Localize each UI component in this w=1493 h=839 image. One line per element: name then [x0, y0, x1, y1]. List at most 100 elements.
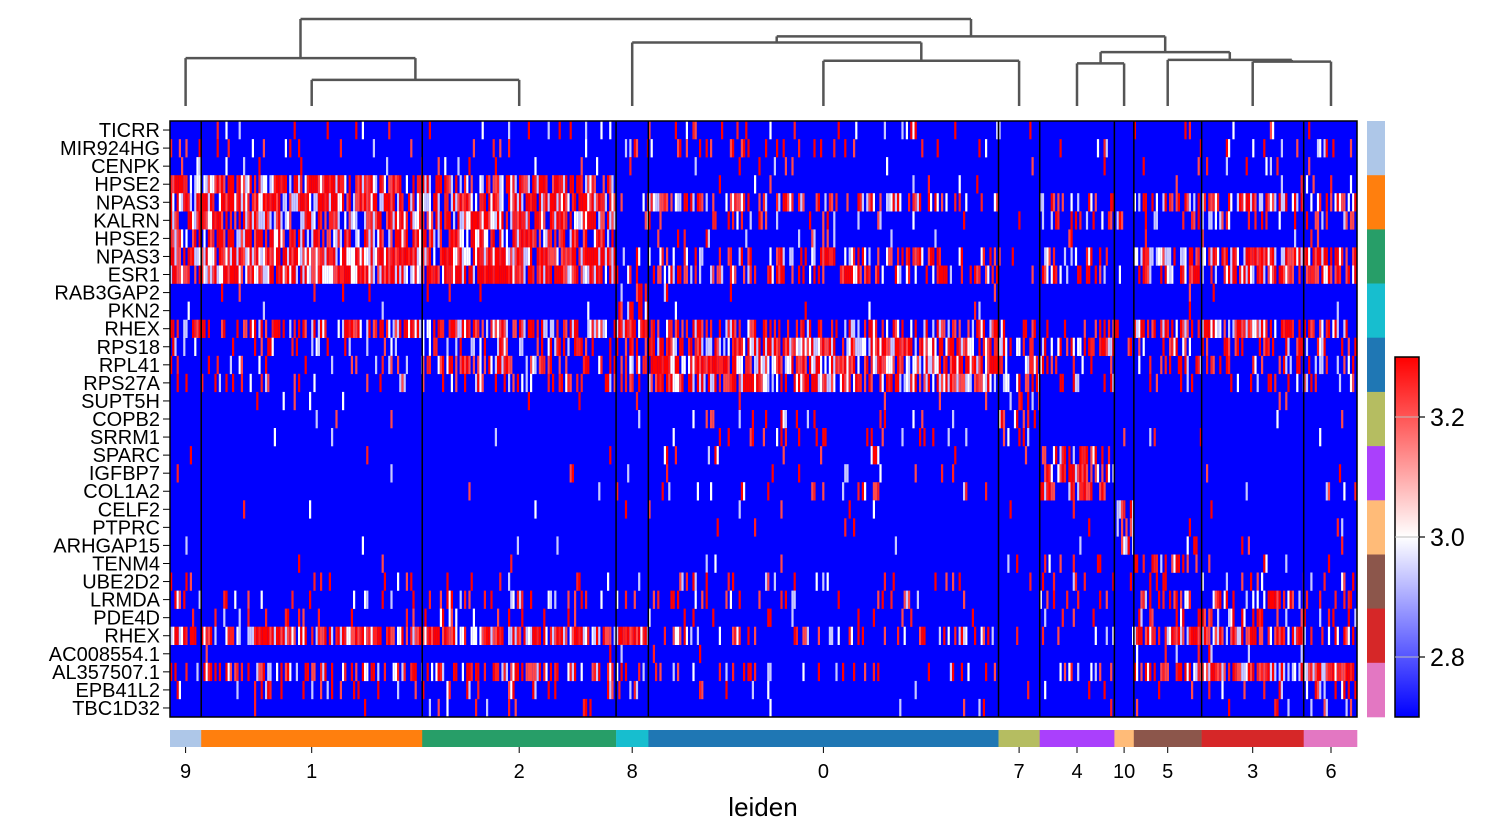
heatmap-cell — [510, 662, 513, 682]
heatmap-cell — [1044, 446, 1047, 465]
heatmap-cell — [337, 193, 340, 212]
heatmap-cell — [780, 355, 783, 375]
heatmap-cell — [1349, 698, 1353, 718]
heatmap-cell — [488, 175, 491, 194]
heatmap-cell — [844, 355, 847, 375]
heatmap-cell — [183, 319, 186, 338]
heatmap-cell — [194, 337, 197, 356]
heatmap-cell — [1319, 608, 1322, 627]
heatmap-cell — [1072, 373, 1075, 393]
heatmap-cell — [1280, 680, 1283, 700]
heatmap-cell — [699, 319, 702, 338]
heatmap-cell — [914, 355, 917, 375]
heatmap-cell — [1052, 193, 1056, 212]
heatmap-cell — [1228, 139, 1231, 158]
gene-label: CELF2 — [98, 499, 160, 521]
heatmap-cell — [394, 337, 397, 356]
heatmap-cell — [919, 373, 922, 393]
heatmap-cell — [525, 626, 528, 645]
heatmap-cell — [357, 247, 360, 266]
heatmap-cell — [366, 247, 369, 266]
heatmap-cell — [1247, 193, 1250, 212]
heatmap-cell — [602, 319, 605, 338]
heatmap-cell — [342, 319, 345, 338]
heatmap-cell — [379, 229, 382, 248]
heatmap-cell — [1059, 265, 1062, 284]
heatmap-cell — [265, 680, 268, 700]
heatmap-cell — [530, 373, 533, 393]
heatmap-cell — [1016, 554, 1019, 573]
heatmap-cell — [229, 175, 232, 194]
heatmap-cell — [765, 373, 768, 393]
heatmap-cell — [381, 265, 384, 284]
heatmap-cell — [221, 283, 224, 302]
heatmap-cell — [342, 391, 345, 411]
heatmap-cell — [1193, 662, 1196, 682]
heatmap-cell — [284, 175, 287, 194]
heatmap-cell — [282, 193, 285, 212]
heatmap-cell — [258, 229, 261, 248]
heatmap-cell — [868, 319, 871, 338]
heatmap-cell — [589, 698, 592, 718]
heatmap-cell — [820, 373, 823, 393]
heatmap-cell — [472, 355, 475, 375]
heatmap-cell — [1265, 554, 1268, 573]
heatmap-cell — [743, 193, 746, 212]
heatmap-cell — [1201, 247, 1204, 266]
heatmap-cell — [247, 247, 250, 266]
heatmap-cell — [677, 139, 680, 158]
heatmap-cell — [1188, 265, 1191, 284]
heatmap-cell — [353, 319, 356, 338]
heatmap-cell — [525, 247, 528, 266]
heatmap-cell — [692, 608, 695, 627]
heatmap-cell — [690, 265, 693, 284]
heatmap-cell — [668, 373, 671, 393]
heatmap-cell — [472, 247, 475, 266]
heatmap-cell — [181, 157, 184, 176]
heatmap-cell — [1269, 247, 1272, 266]
heatmap-cell — [196, 193, 199, 212]
heatmap-cell — [178, 590, 181, 609]
heatmap-cell — [468, 319, 471, 338]
heatmap-cell — [635, 680, 639, 700]
heatmap-cell — [1197, 662, 1200, 682]
heatmap-cell — [817, 319, 820, 338]
heatmap-cell — [901, 319, 904, 338]
heatmap-cell — [600, 319, 603, 338]
heatmap-cell — [328, 193, 331, 212]
heatmap-cell — [412, 193, 415, 212]
heatmap-cell — [214, 662, 217, 682]
heatmap-cell — [947, 428, 950, 447]
heatmap-cell — [1195, 536, 1198, 555]
heatmap-cell — [291, 265, 294, 284]
heatmap-cell — [386, 319, 389, 338]
heatmap-cell — [956, 373, 959, 393]
heatmap-cell — [672, 373, 675, 393]
heatmap-cell — [328, 626, 331, 645]
heatmap-cell — [1088, 337, 1091, 356]
heatmap-cell — [512, 265, 515, 284]
heatmap-cell — [276, 265, 279, 284]
heatmap-cell — [985, 391, 988, 411]
heatmap-cell — [1274, 247, 1277, 266]
heatmap-cell — [1038, 373, 1040, 393]
heatmap-cell — [1212, 662, 1215, 682]
heatmap-cell — [919, 193, 922, 212]
heatmap-cell — [571, 626, 574, 645]
heatmap-cell — [437, 211, 440, 230]
heatmap-cell — [967, 319, 970, 338]
heatmap-cell — [1250, 247, 1253, 266]
heatmap-cell — [1140, 662, 1143, 682]
heatmap-cell — [479, 193, 482, 212]
heatmap-cell — [1325, 482, 1328, 501]
heatmap-cell — [1219, 626, 1222, 645]
category-bar-6 — [1303, 730, 1358, 747]
heatmap-cell — [1199, 355, 1202, 375]
heatmap-cell — [791, 608, 794, 627]
heatmap-cell — [842, 337, 845, 356]
heatmap-cell — [1280, 193, 1283, 212]
heatmap-cell — [949, 265, 952, 284]
heatmap-cell — [207, 247, 210, 266]
heatmap-cell — [580, 247, 583, 266]
heatmap-cell — [1338, 265, 1342, 284]
